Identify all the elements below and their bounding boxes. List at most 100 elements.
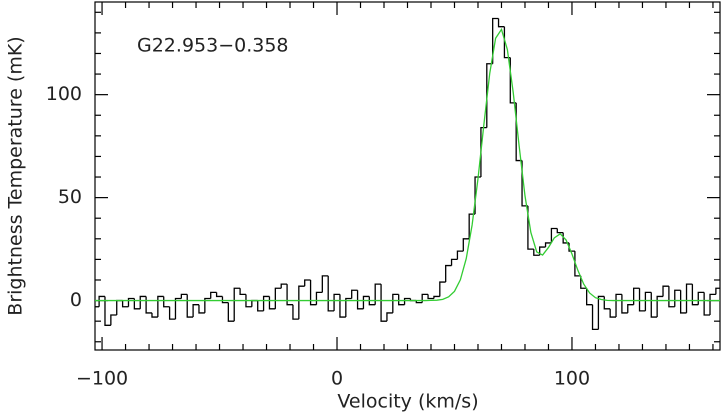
- spectrum-channel: [574, 251, 581, 277]
- spectrum-channel: [674, 289, 681, 307]
- spectrum-channel: [198, 304, 205, 314]
- spectrum-channel: [586, 288, 593, 306]
- annotation: G22.953−0.358: [137, 35, 289, 57]
- spectrum-channel: [662, 285, 669, 297]
- spectrum-channel: [703, 292, 711, 316]
- spectrum-channel: [427, 294, 434, 300]
- x-axis-label: Velocity (km/s): [337, 391, 478, 413]
- spectrum-channel: [233, 287, 241, 322]
- spectrum-channel: [392, 293, 399, 313]
- spectrum-channel: [644, 291, 652, 311]
- x-tick-label: 0: [331, 368, 343, 390]
- y-axis-label: Brightness Temperature (mK): [5, 36, 27, 315]
- spectrum-channel: [339, 294, 346, 318]
- spectrum-channel: [556, 228, 564, 234]
- spectrum-channel: [415, 300, 423, 304]
- spectrum-channel: [204, 297, 211, 313]
- spectrum-channel: [603, 296, 611, 310]
- spectrum-channel: [638, 288, 646, 312]
- spectrum-channel: [697, 291, 705, 305]
- spectrum-channel: [627, 304, 634, 313]
- spectrum-channel: [133, 298, 141, 310]
- spectrum-channel: [210, 291, 217, 299]
- spectrum-channel: [615, 293, 622, 318]
- spectrum-channel: [262, 295, 270, 311]
- spectrum-channel: [709, 293, 716, 315]
- spectrum-channel: [362, 295, 370, 309]
- spectrum-channel: [315, 291, 323, 305]
- spectrum-channel: [450, 258, 458, 266]
- spectrum-channel: [421, 293, 429, 303]
- spectrum-channel: [691, 284, 699, 306]
- spectrum-channel: [544, 242, 552, 248]
- spectrum-channel: [656, 295, 664, 318]
- spectrum-channel: [168, 306, 176, 320]
- spectrum-channel: [386, 312, 393, 322]
- spectrum-channel: [356, 290, 364, 310]
- spectrum-channel: [127, 297, 135, 307]
- spectrum-channel: [286, 284, 293, 306]
- spectrum-channel: [456, 250, 464, 260]
- spectrum-channel: [374, 283, 382, 305]
- spectrum-channel: [327, 275, 335, 312]
- spectrum-channel: [462, 238, 470, 252]
- spectrum-channel: [321, 275, 329, 293]
- spectrum-channel: [597, 295, 605, 330]
- spectrum-channel: [151, 312, 158, 318]
- spectrum-channel: [380, 284, 387, 322]
- spectrum-channel: [398, 294, 405, 306]
- spectrum-channel: [227, 302, 235, 322]
- spectrum-channel: [192, 304, 199, 318]
- spectrum-channel: [439, 281, 446, 297]
- spectrum-channel: [580, 275, 587, 289]
- spectrum-channel: [650, 292, 658, 318]
- spectrum-channel: [492, 17, 499, 64]
- spectrum-channel: [121, 300, 129, 308]
- spectrum-channel: [403, 297, 411, 305]
- y-tick-label: 50: [58, 186, 82, 208]
- spectrum-channel: [550, 227, 558, 243]
- spectrum-channel: [480, 126, 487, 178]
- spectrum-channel: [110, 314, 117, 326]
- spectrum-channel: [292, 304, 299, 320]
- spectrum-channel: [98, 295, 105, 307]
- spectrum-channel: [497, 18, 505, 28]
- fit-line: [95, 27, 720, 302]
- spectrum-channel: [539, 246, 546, 256]
- spectrum-channel: [174, 297, 182, 320]
- spectrum-channel: [157, 295, 164, 318]
- spectrum-channel: [280, 283, 288, 289]
- spectrum-channel: [139, 295, 147, 309]
- spectrum-channel: [268, 296, 276, 310]
- spectrum-channel: [163, 296, 170, 308]
- spectrum-channel: [668, 286, 675, 308]
- spectrum-channel: [621, 294, 628, 314]
- spectrum-channel: [609, 308, 617, 318]
- y-tick-label: 0: [70, 289, 82, 311]
- spectrum-channel: [309, 279, 317, 306]
- spectrum-channel: [221, 296, 229, 304]
- spectrum-channel: [368, 296, 376, 306]
- y-tick-label: 100: [46, 83, 82, 105]
- spectrum-channel: [345, 297, 352, 318]
- spectrum-channel: [685, 283, 693, 313]
- spectrum-channel: [298, 285, 305, 320]
- spectrum-channel: [445, 264, 452, 283]
- spectrum-channel: [186, 294, 194, 318]
- spectrum-channel: [215, 292, 223, 298]
- plot-area: [95, 17, 720, 331]
- spectrum-channel: [251, 299, 258, 307]
- spectrum-channel: [715, 287, 720, 295]
- spectrum-channel: [304, 279, 311, 287]
- spectrum-channel: [527, 205, 534, 250]
- spectrum-channel: [274, 287, 282, 309]
- spectrum-channel: [180, 293, 188, 299]
- spectrum-channel: [239, 288, 246, 296]
- spectrum-channel: [257, 300, 264, 312]
- x-tick-label: −100: [76, 368, 128, 390]
- spectrum-channel: [145, 296, 152, 314]
- spectrum-channel: [433, 295, 440, 299]
- spectrum-channel: [633, 287, 640, 305]
- x-tick-label: 100: [554, 368, 590, 390]
